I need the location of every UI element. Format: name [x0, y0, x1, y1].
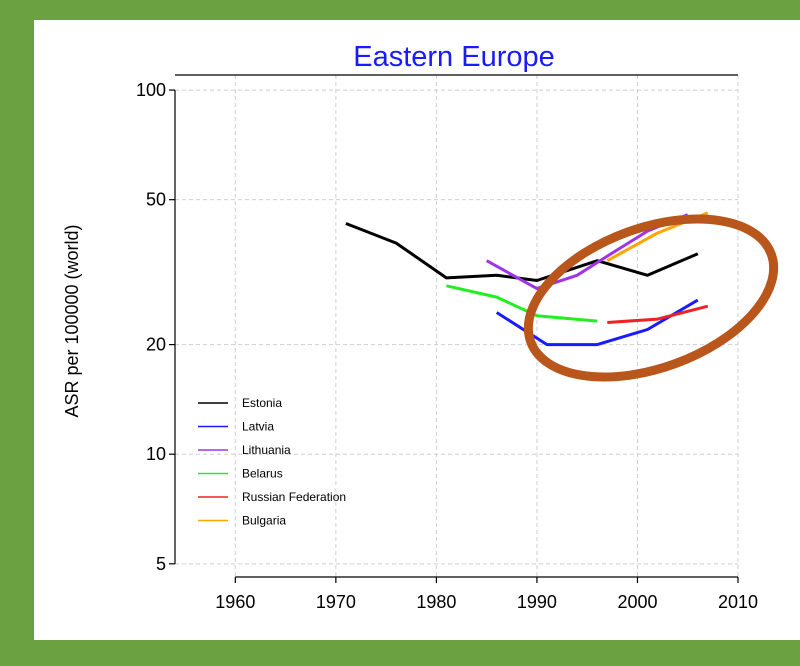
grid-lines	[175, 75, 739, 577]
y-tick-label: 100	[136, 80, 166, 100]
legend-label: Latvia	[242, 420, 274, 434]
annotation-layer	[523, 214, 779, 382]
y-tick-label: 50	[146, 190, 166, 210]
x-tick-label: 1970	[316, 592, 356, 612]
legend-label: Estonia	[242, 396, 282, 410]
x-tick-label: 2000	[617, 592, 657, 612]
tick-labels: 1960 1970 1980 1990 2000 2010 5 10 20 50 100	[136, 80, 758, 612]
y-tick-label: 5	[156, 554, 166, 574]
series-line-belarus	[446, 284, 598, 323]
x-tick-label: 1990	[517, 592, 557, 612]
chart-panel: Eastern Europe ASR per 100000 (world) 19…	[34, 20, 800, 640]
highlight-ellipse	[523, 214, 779, 382]
legend-label: Bulgaria	[242, 514, 286, 528]
y-axis-title: ASR per 100000 (world)	[62, 224, 82, 417]
x-tick-label: 2010	[718, 592, 758, 612]
y-tick-label: 20	[146, 335, 166, 355]
x-tick-label: 1980	[416, 592, 456, 612]
legend-label: Lithuania	[242, 443, 291, 457]
y-tick-label: 10	[146, 444, 166, 464]
chart-title: Eastern Europe	[353, 41, 555, 73]
x-tick-label: 1960	[215, 592, 255, 612]
legend: Estonia Latvia Lithuania Belarus Russian Fed…	[198, 396, 346, 528]
axes	[169, 74, 739, 583]
legend-label: Belarus	[242, 467, 283, 481]
series-line-russian-federation	[607, 304, 709, 324]
line-chart: Eastern Europe ASR per 100000 (world) 19…	[62, 41, 779, 612]
legend-label: Russian Federation	[242, 490, 346, 504]
